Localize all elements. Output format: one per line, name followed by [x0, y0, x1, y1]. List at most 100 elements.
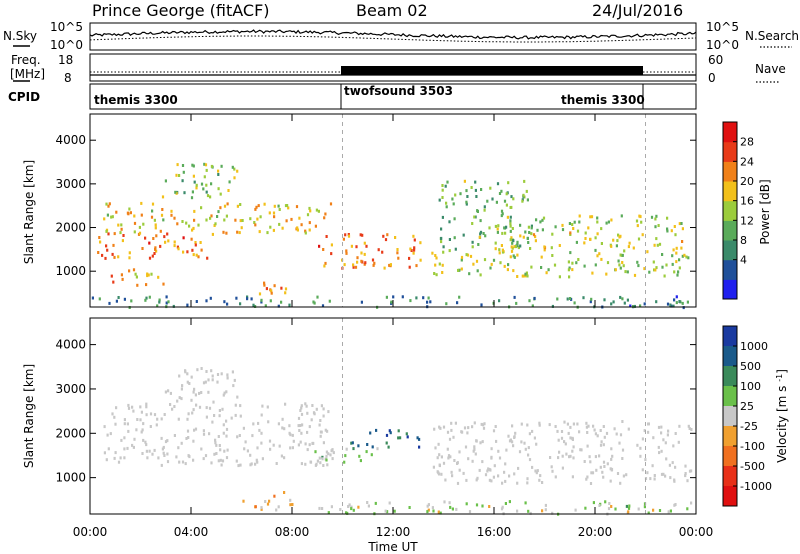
colorbar-swatch: [723, 326, 737, 347]
data-cell: [558, 275, 561, 279]
data-cell: [501, 481, 504, 485]
data-cell: [133, 437, 136, 441]
data-cell: [678, 258, 681, 262]
data-cell: [196, 368, 199, 372]
data-cell: [656, 243, 659, 247]
data-cell: [115, 299, 118, 303]
data-cell: [260, 506, 263, 510]
data-cell: [220, 463, 223, 467]
data-cell: [512, 239, 515, 243]
data-cell: [223, 204, 227, 208]
x-tick-label: 08:00: [275, 525, 310, 539]
data-cell: [611, 454, 614, 458]
data-cell: [318, 244, 321, 248]
data-cell: [103, 451, 106, 455]
data-cell: [681, 240, 684, 243]
data-cell: [512, 444, 515, 448]
data-cell: [205, 218, 208, 222]
data-cell: [185, 221, 188, 225]
data-cell: [462, 233, 465, 237]
data-cell: [301, 423, 304, 427]
data-cell: [223, 391, 226, 395]
data-cell: [288, 431, 291, 435]
data-cell: [244, 440, 247, 444]
data-cell: [178, 396, 181, 400]
data-cell: [184, 462, 187, 466]
data-cell: [254, 223, 257, 227]
data-cell: [204, 163, 208, 167]
data-cell: [190, 398, 193, 402]
data-cell: [507, 263, 510, 267]
data-cell: [218, 444, 221, 447]
data-cell: [451, 197, 454, 201]
data-cell: [236, 169, 239, 173]
data-cell: [667, 429, 670, 433]
data-cell: [409, 247, 412, 251]
data-cell: [438, 453, 441, 457]
data-cell: [178, 460, 181, 464]
data-cell: [571, 475, 574, 479]
y-tick-label: 3000: [55, 177, 86, 191]
data-cell: [347, 234, 351, 238]
data-cell: [350, 244, 353, 248]
data-cell: [589, 482, 593, 485]
data-cell: [239, 219, 242, 223]
data-cell: [499, 261, 502, 265]
data-cell: [202, 429, 205, 433]
data-cell: [289, 503, 292, 507]
data-cell: [586, 444, 589, 448]
data-cell: [654, 268, 657, 272]
data-cell: [389, 263, 392, 267]
data-cell: [258, 292, 262, 296]
data-cell: [169, 391, 172, 395]
data-cell: [456, 301, 459, 305]
data-cell: [643, 505, 646, 509]
data-cell: [673, 298, 676, 302]
data-cell: [304, 462, 307, 466]
data-cell: [471, 240, 474, 244]
data-cell: [509, 438, 512, 442]
data-cell: [615, 244, 618, 248]
data-cell: [120, 223, 123, 227]
data-cell: [437, 471, 440, 475]
data-cell: [641, 468, 644, 472]
data-cell: [685, 255, 688, 259]
data-cell: [226, 376, 229, 380]
data-cell: [215, 443, 218, 447]
data-cell: [300, 412, 304, 416]
data-cell: [468, 510, 472, 514]
data-cell: [509, 224, 512, 228]
data-cell: [472, 449, 475, 453]
data-cell: [351, 441, 354, 445]
data-cell: [200, 447, 203, 451]
data-cell: [596, 232, 599, 236]
data-cell: [474, 452, 477, 456]
data-cell: [665, 457, 668, 461]
x-tick-label: 20:00: [578, 525, 613, 539]
data-cell: [145, 402, 148, 406]
data-cell: [358, 454, 361, 458]
data-cell: [206, 194, 210, 198]
data-cell: [435, 273, 438, 277]
data-cell: [626, 298, 629, 302]
data-cell: [260, 413, 263, 417]
data-cell: [585, 421, 588, 425]
data-cell: [600, 440, 603, 444]
data-cell: [524, 447, 527, 451]
data-cell: [671, 262, 674, 266]
data-cell: [166, 452, 169, 456]
data-cell: [281, 426, 284, 430]
data-cell: [217, 435, 220, 438]
data-cell: [516, 275, 519, 278]
data-cell: [569, 297, 572, 300]
data-cell: [203, 175, 206, 179]
data-cell: [620, 214, 623, 218]
data-cell: [325, 454, 328, 458]
data-cell: [525, 271, 528, 275]
data-cell: [498, 248, 501, 252]
data-cell: [462, 471, 465, 475]
data-cell: [661, 253, 664, 256]
data-cell: [633, 273, 637, 277]
data-cell: [551, 469, 554, 473]
data-cell: [527, 509, 530, 513]
